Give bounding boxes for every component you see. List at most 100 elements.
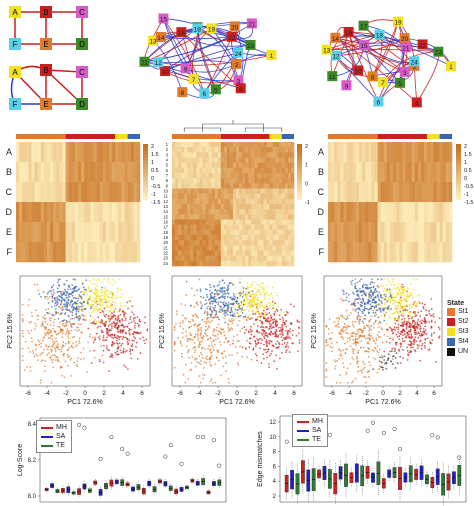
pca-point (406, 350, 409, 352)
heatmap-cell (343, 222, 347, 243)
pca-point (39, 381, 42, 384)
pca-point (185, 330, 188, 333)
heatmap-cell (417, 142, 422, 163)
pca-point (259, 293, 262, 296)
heatmap-cell (248, 167, 252, 174)
pca-point (67, 364, 69, 367)
heatmap-cell (254, 188, 258, 194)
pca-point (408, 335, 410, 338)
heatmap-cell (187, 193, 191, 200)
graph-node-label: 21 (402, 45, 410, 52)
pca-point (265, 334, 267, 337)
heatmap-cell (362, 162, 366, 183)
graph-node (417, 39, 428, 50)
pca-point (133, 336, 135, 338)
pca-point (92, 341, 95, 344)
heatmap-cell (405, 162, 409, 183)
pca-point (227, 287, 230, 290)
heatmap-cell (343, 242, 347, 263)
heatmap-cell (229, 162, 234, 169)
pca-point (227, 307, 229, 310)
pca-point (285, 345, 287, 348)
pca-point (272, 303, 274, 306)
pca-point (391, 278, 394, 281)
pca-point (214, 363, 216, 366)
heatmap-cell (208, 235, 212, 241)
pca-point (376, 333, 379, 336)
pca-point (394, 307, 397, 310)
pca-point (92, 310, 95, 313)
heatmap-cell (281, 235, 286, 241)
pca-point (127, 307, 129, 310)
pca-point (212, 330, 215, 333)
pca-point (225, 288, 228, 291)
pca-point (197, 345, 200, 347)
pca-point (397, 331, 400, 334)
pca-point (89, 290, 92, 293)
heatmap-cell (239, 142, 243, 148)
pca-point (265, 339, 268, 341)
heatmap-cell (184, 214, 188, 220)
pca-point (363, 305, 366, 308)
heatmap-cell (105, 142, 110, 163)
heatmap-cell (208, 219, 212, 225)
heatmap-cell (184, 245, 188, 251)
pca-point (423, 331, 426, 334)
heatmap-cell (284, 142, 289, 148)
pca-point (76, 365, 79, 368)
heatmap-row-label: 17 (163, 225, 168, 230)
heatmap-cell (386, 242, 391, 263)
pca-point (59, 312, 62, 315)
heatmap-cell (281, 219, 286, 225)
heatmap-cell (193, 173, 197, 179)
pca-point (104, 315, 107, 318)
pca-point (89, 303, 91, 306)
pca-point (418, 332, 421, 335)
pca-point (412, 319, 415, 322)
colorbar-step (143, 144, 148, 148)
pca-point (259, 302, 262, 304)
heatmap-cell (229, 250, 234, 256)
graph-node (399, 66, 410, 77)
heatmap-cell (181, 219, 185, 225)
heatmap-row-label: 10 (163, 188, 168, 193)
pca-point (363, 314, 366, 317)
heatmap-cell (245, 224, 249, 231)
heatmap-cell (275, 260, 280, 267)
heatmap-cell (214, 198, 219, 205)
heatmap-cell (78, 222, 82, 243)
heatmap-cell (40, 182, 45, 203)
heatmap-cell (59, 222, 63, 243)
pca-point (374, 319, 377, 322)
heatmap-cell (374, 202, 378, 223)
pca-point (83, 314, 85, 317)
heatmap-cell (284, 167, 289, 174)
heatmap-cell (208, 193, 212, 200)
heatmap-cell (236, 183, 240, 189)
pca-point (208, 361, 211, 363)
heatmap-cell (208, 178, 212, 184)
pca-point (434, 360, 437, 363)
pca-point (179, 342, 182, 344)
heatmap-cell (362, 222, 366, 243)
heatmap-cell (109, 142, 113, 163)
heatmap-cell (130, 222, 135, 243)
pca-point (72, 323, 75, 326)
heatmap-cell (208, 157, 212, 163)
pca-point (132, 317, 135, 320)
heatmap-cell (430, 162, 434, 183)
pca-point (69, 310, 72, 313)
colorbar-step (456, 194, 461, 198)
heatmap-cell (96, 142, 100, 163)
pca-point (367, 341, 369, 344)
graph-edge (335, 44, 406, 57)
pca-point (221, 287, 224, 289)
pca-point (413, 331, 416, 334)
pca-point (346, 337, 349, 340)
heatmap-cell (377, 222, 381, 243)
pca-point (377, 278, 379, 281)
heatmap-cell (334, 162, 338, 183)
pca-point (85, 290, 88, 293)
heatmap-cell (71, 222, 76, 243)
pca-point (222, 294, 225, 297)
